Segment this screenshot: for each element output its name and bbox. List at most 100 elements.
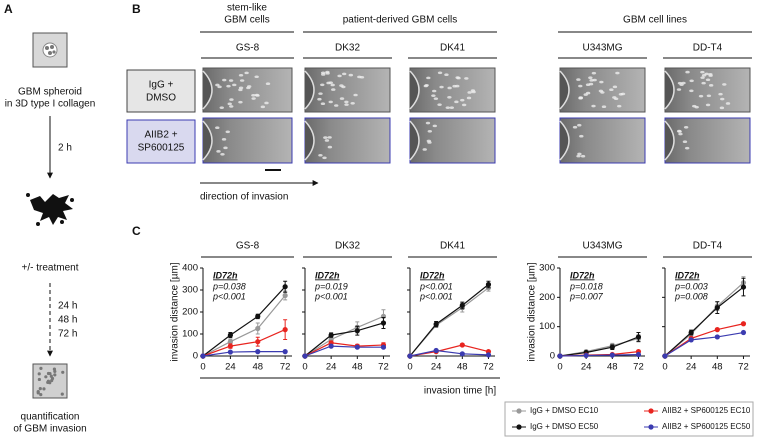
time-label: 48 h (58, 315, 77, 326)
cell (461, 103, 467, 107)
series-line (304, 342, 384, 357)
spheroid-edge (559, 120, 570, 161)
cell (692, 104, 697, 108)
p-value: p=0.007 (569, 291, 604, 301)
data-point (354, 344, 360, 350)
cell (700, 76, 705, 79)
cell (722, 83, 727, 86)
p-value: p<0.001 (314, 291, 348, 301)
data-point (557, 353, 563, 359)
data-point (459, 342, 465, 348)
annotation-title: ID72h (315, 270, 340, 280)
cell (685, 70, 690, 74)
cell (350, 102, 355, 105)
cell (228, 79, 234, 82)
direction-label: direction of invasion (200, 192, 288, 203)
legend-marker (648, 424, 654, 430)
p-value: p<0.001 (419, 291, 453, 301)
cell (260, 105, 266, 109)
cell (215, 83, 220, 87)
cell (447, 86, 452, 90)
cell (460, 98, 465, 102)
x-tick-label: 72 (280, 362, 291, 373)
caption: of GBM invasion (13, 424, 86, 435)
cell (238, 100, 243, 104)
group-label: stem-like (227, 3, 267, 14)
cell (244, 71, 249, 75)
cell (456, 76, 461, 80)
cell (576, 78, 581, 81)
data-point (255, 325, 261, 332)
cell (325, 70, 330, 74)
row-label: IgG + (149, 80, 174, 91)
micrograph (202, 117, 293, 164)
data-point (255, 349, 261, 355)
cell (467, 91, 472, 94)
cell (46, 380, 50, 385)
spheroid-edge (409, 70, 420, 110)
cell (222, 78, 227, 82)
cell (42, 387, 46, 391)
cell (719, 106, 725, 110)
cell (318, 92, 323, 95)
cell (698, 94, 704, 98)
data-point (583, 352, 589, 359)
cell (327, 145, 333, 149)
cell (50, 379, 54, 383)
cell (433, 97, 439, 100)
cell (705, 78, 711, 82)
data-point (227, 349, 233, 355)
cell (705, 103, 711, 107)
data-point (227, 343, 233, 349)
series-line (409, 284, 489, 357)
cell (337, 74, 342, 78)
micrograph (409, 117, 496, 164)
data-point (459, 351, 465, 357)
x-tick-label: 24 (686, 362, 697, 373)
data-point (740, 284, 747, 290)
annotation-title: ID72h (570, 270, 595, 280)
cell (328, 100, 333, 104)
x-tick-label: 72 (738, 362, 749, 373)
cell (254, 93, 260, 97)
micrograph (304, 117, 391, 164)
cell (577, 123, 582, 127)
cell (37, 377, 41, 382)
cell (38, 387, 42, 391)
micrograph (409, 67, 496, 113)
cell (613, 97, 619, 101)
data-point (380, 320, 387, 326)
cell (348, 73, 354, 77)
cell (589, 79, 594, 82)
cell (470, 89, 476, 92)
caption: +/- treatment (22, 263, 79, 274)
x-tick-label: 0 (302, 362, 307, 373)
step-label: 2 h (58, 143, 72, 154)
x-tick-label: 0 (200, 362, 205, 373)
cell (426, 76, 431, 80)
x-tick-label: 48 (252, 362, 263, 373)
cell (238, 86, 244, 90)
cell (226, 84, 231, 88)
cell (683, 126, 689, 129)
legend-box (504, 401, 754, 437)
data-point (635, 334, 642, 340)
row-label-boxes (126, 69, 319, 186)
panel-a-icons (26, 32, 74, 399)
data-point (354, 328, 360, 334)
cell (612, 85, 618, 89)
caption: in 3D type I collagen (5, 99, 96, 110)
cell (609, 88, 614, 92)
column-label: U343MG (582, 43, 622, 54)
spheroid-edge (304, 70, 315, 110)
cell (580, 154, 586, 158)
cell (339, 84, 344, 87)
p-value: p=0.038 (212, 281, 246, 291)
y-tick-label: 100 (539, 321, 555, 332)
cell (321, 73, 326, 76)
cell (439, 85, 444, 89)
cell (320, 83, 325, 87)
column-label: DK41 (440, 43, 465, 54)
cell (36, 391, 40, 395)
